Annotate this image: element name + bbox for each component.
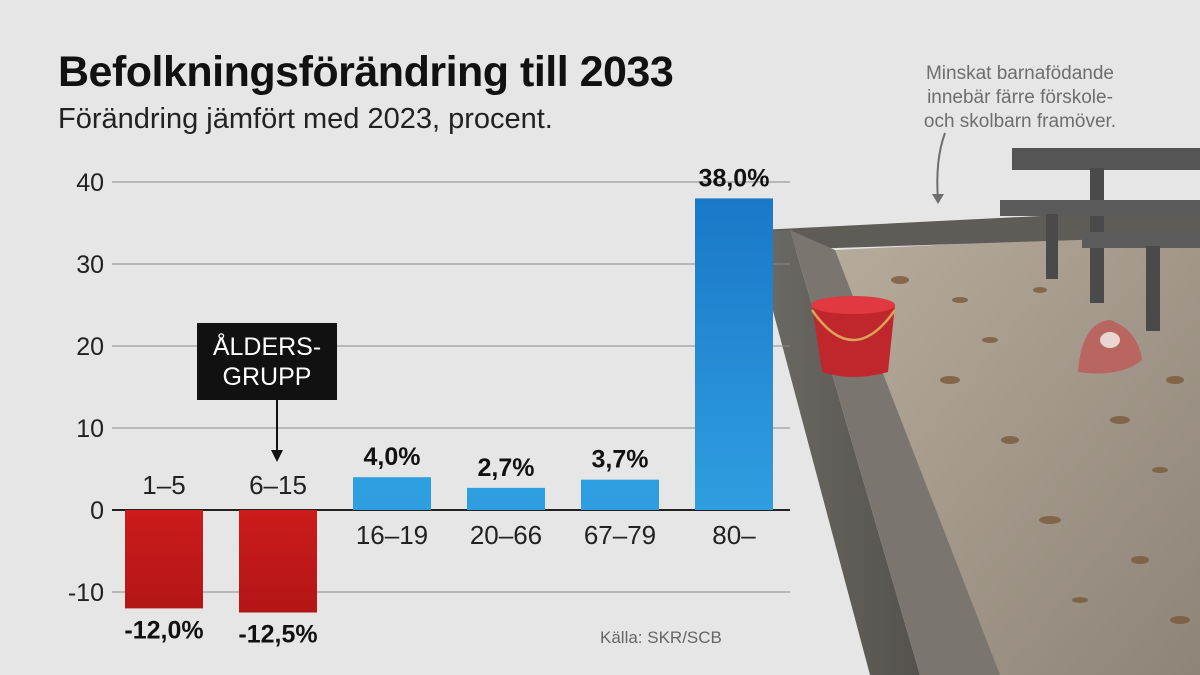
data-label: 3,7% bbox=[592, 446, 649, 474]
callout-arrow-head bbox=[271, 450, 283, 462]
y-tick-label: 0 bbox=[90, 497, 104, 525]
annotation-line: innebär färre förskole- bbox=[927, 87, 1113, 108]
data-label: -12,5% bbox=[238, 621, 317, 649]
y-tick-label: -10 bbox=[68, 579, 104, 607]
data-label: -12,0% bbox=[124, 616, 203, 644]
category-label: 16–19 bbox=[356, 520, 428, 550]
category-label: 20–66 bbox=[470, 520, 542, 550]
bar bbox=[695, 198, 773, 510]
bar bbox=[467, 487, 545, 510]
category-label: 80– bbox=[712, 520, 756, 550]
y-tick-label: 20 bbox=[76, 333, 104, 361]
category-label: 67–79 bbox=[584, 520, 656, 550]
y-tick-label: 40 bbox=[76, 169, 104, 197]
y-tick-label: 10 bbox=[76, 415, 104, 443]
bar bbox=[353, 477, 431, 510]
category-label: 6–15 bbox=[249, 470, 307, 500]
data-label: 4,0% bbox=[364, 443, 421, 471]
chart-subtitle: Förändring jämfört med 2023, procent. bbox=[58, 103, 553, 135]
data-label: 2,7% bbox=[478, 454, 535, 482]
source-credit: Källa: SKR/SCB bbox=[600, 628, 722, 647]
category-label: 1–5 bbox=[142, 470, 185, 500]
callout-label: ÅLDERS- bbox=[213, 331, 321, 361]
bar bbox=[581, 479, 659, 510]
bar bbox=[239, 510, 317, 613]
callout-label: GRUPP bbox=[223, 363, 312, 391]
photo-annotation: Minskat barnafödande innebär färre försk… bbox=[860, 62, 1180, 134]
annotation-line: och skolbarn framöver. bbox=[923, 111, 1117, 132]
callout-box bbox=[197, 323, 337, 400]
annotation-line: Minskat barnafödande bbox=[925, 63, 1114, 84]
chart-title: Befolkningsförändring till 2033 bbox=[58, 48, 674, 96]
y-tick-label: 30 bbox=[76, 251, 104, 279]
data-label: 38,0% bbox=[699, 164, 770, 192]
bar bbox=[125, 510, 203, 609]
